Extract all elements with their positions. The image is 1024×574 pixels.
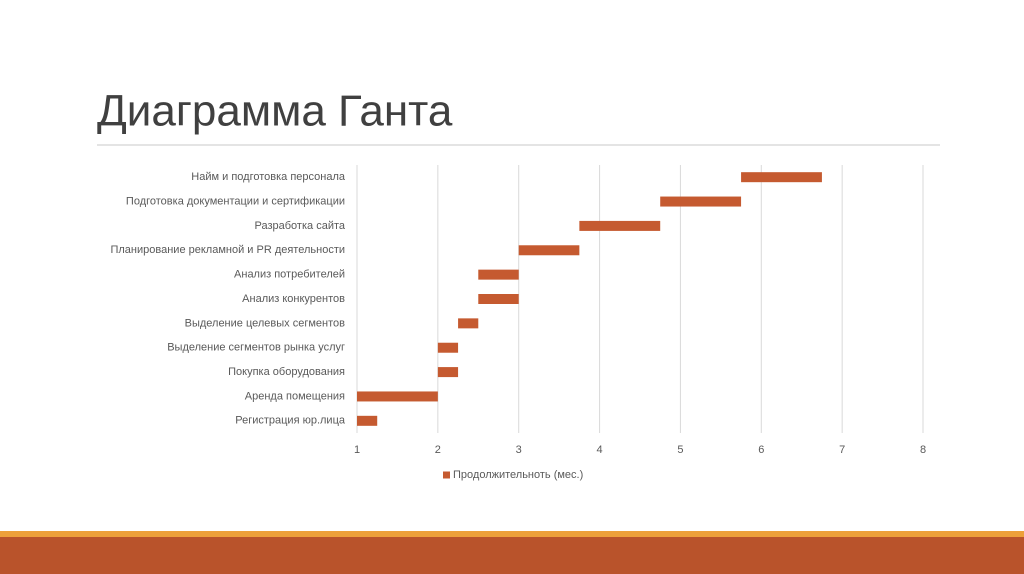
slide-title: Диаграмма Ганта — [97, 87, 453, 136]
bar — [478, 269, 519, 280]
y-tick-label: Регистрация юр.лица — [235, 415, 346, 427]
bar — [357, 391, 438, 402]
y-tick-label: Разработка сайта — [255, 220, 346, 232]
bar — [478, 294, 519, 304]
x-tick-label: 3 — [516, 444, 522, 456]
x-tick-label: 6 — [758, 444, 764, 456]
footer-stripe — [0, 531, 1024, 537]
bar — [437, 342, 459, 353]
x-tick-label: 7 — [839, 444, 845, 456]
x-tick-label: 5 — [677, 444, 683, 456]
x-tick-label: 8 — [920, 444, 926, 456]
y-tick-label: Анализ конкурентов — [242, 293, 345, 305]
y-tick-label: Выделение целевых сегментов — [185, 317, 346, 329]
y-tick-label: Покупка оборудования — [228, 366, 345, 378]
x-tick-label: 1 — [354, 444, 360, 456]
bar — [579, 220, 661, 231]
bar — [357, 415, 378, 426]
y-tick-label: Планирование рекламной и PR деятельности — [110, 244, 345, 256]
legend-label: Продолжительноть (мес.) — [453, 469, 583, 481]
bar — [458, 318, 479, 329]
x-tick-label: 2 — [435, 444, 441, 456]
legend-swatch — [443, 471, 450, 479]
bar — [437, 367, 459, 378]
footer-band — [0, 537, 1024, 574]
x-tick-label: 4 — [597, 444, 603, 456]
y-tick-label: Выделение сегментов рынка услуг — [167, 342, 345, 354]
bar — [660, 196, 742, 207]
y-tick-label: Подготовка документации и сертификации — [126, 195, 345, 207]
y-tick-label: Анализ потребителей — [234, 269, 345, 281]
y-tick-label: Аренда помещения — [245, 390, 345, 402]
bar — [518, 245, 580, 256]
y-tick-label: Найм и подготовка персонала — [191, 171, 346, 183]
bar — [741, 172, 822, 183]
